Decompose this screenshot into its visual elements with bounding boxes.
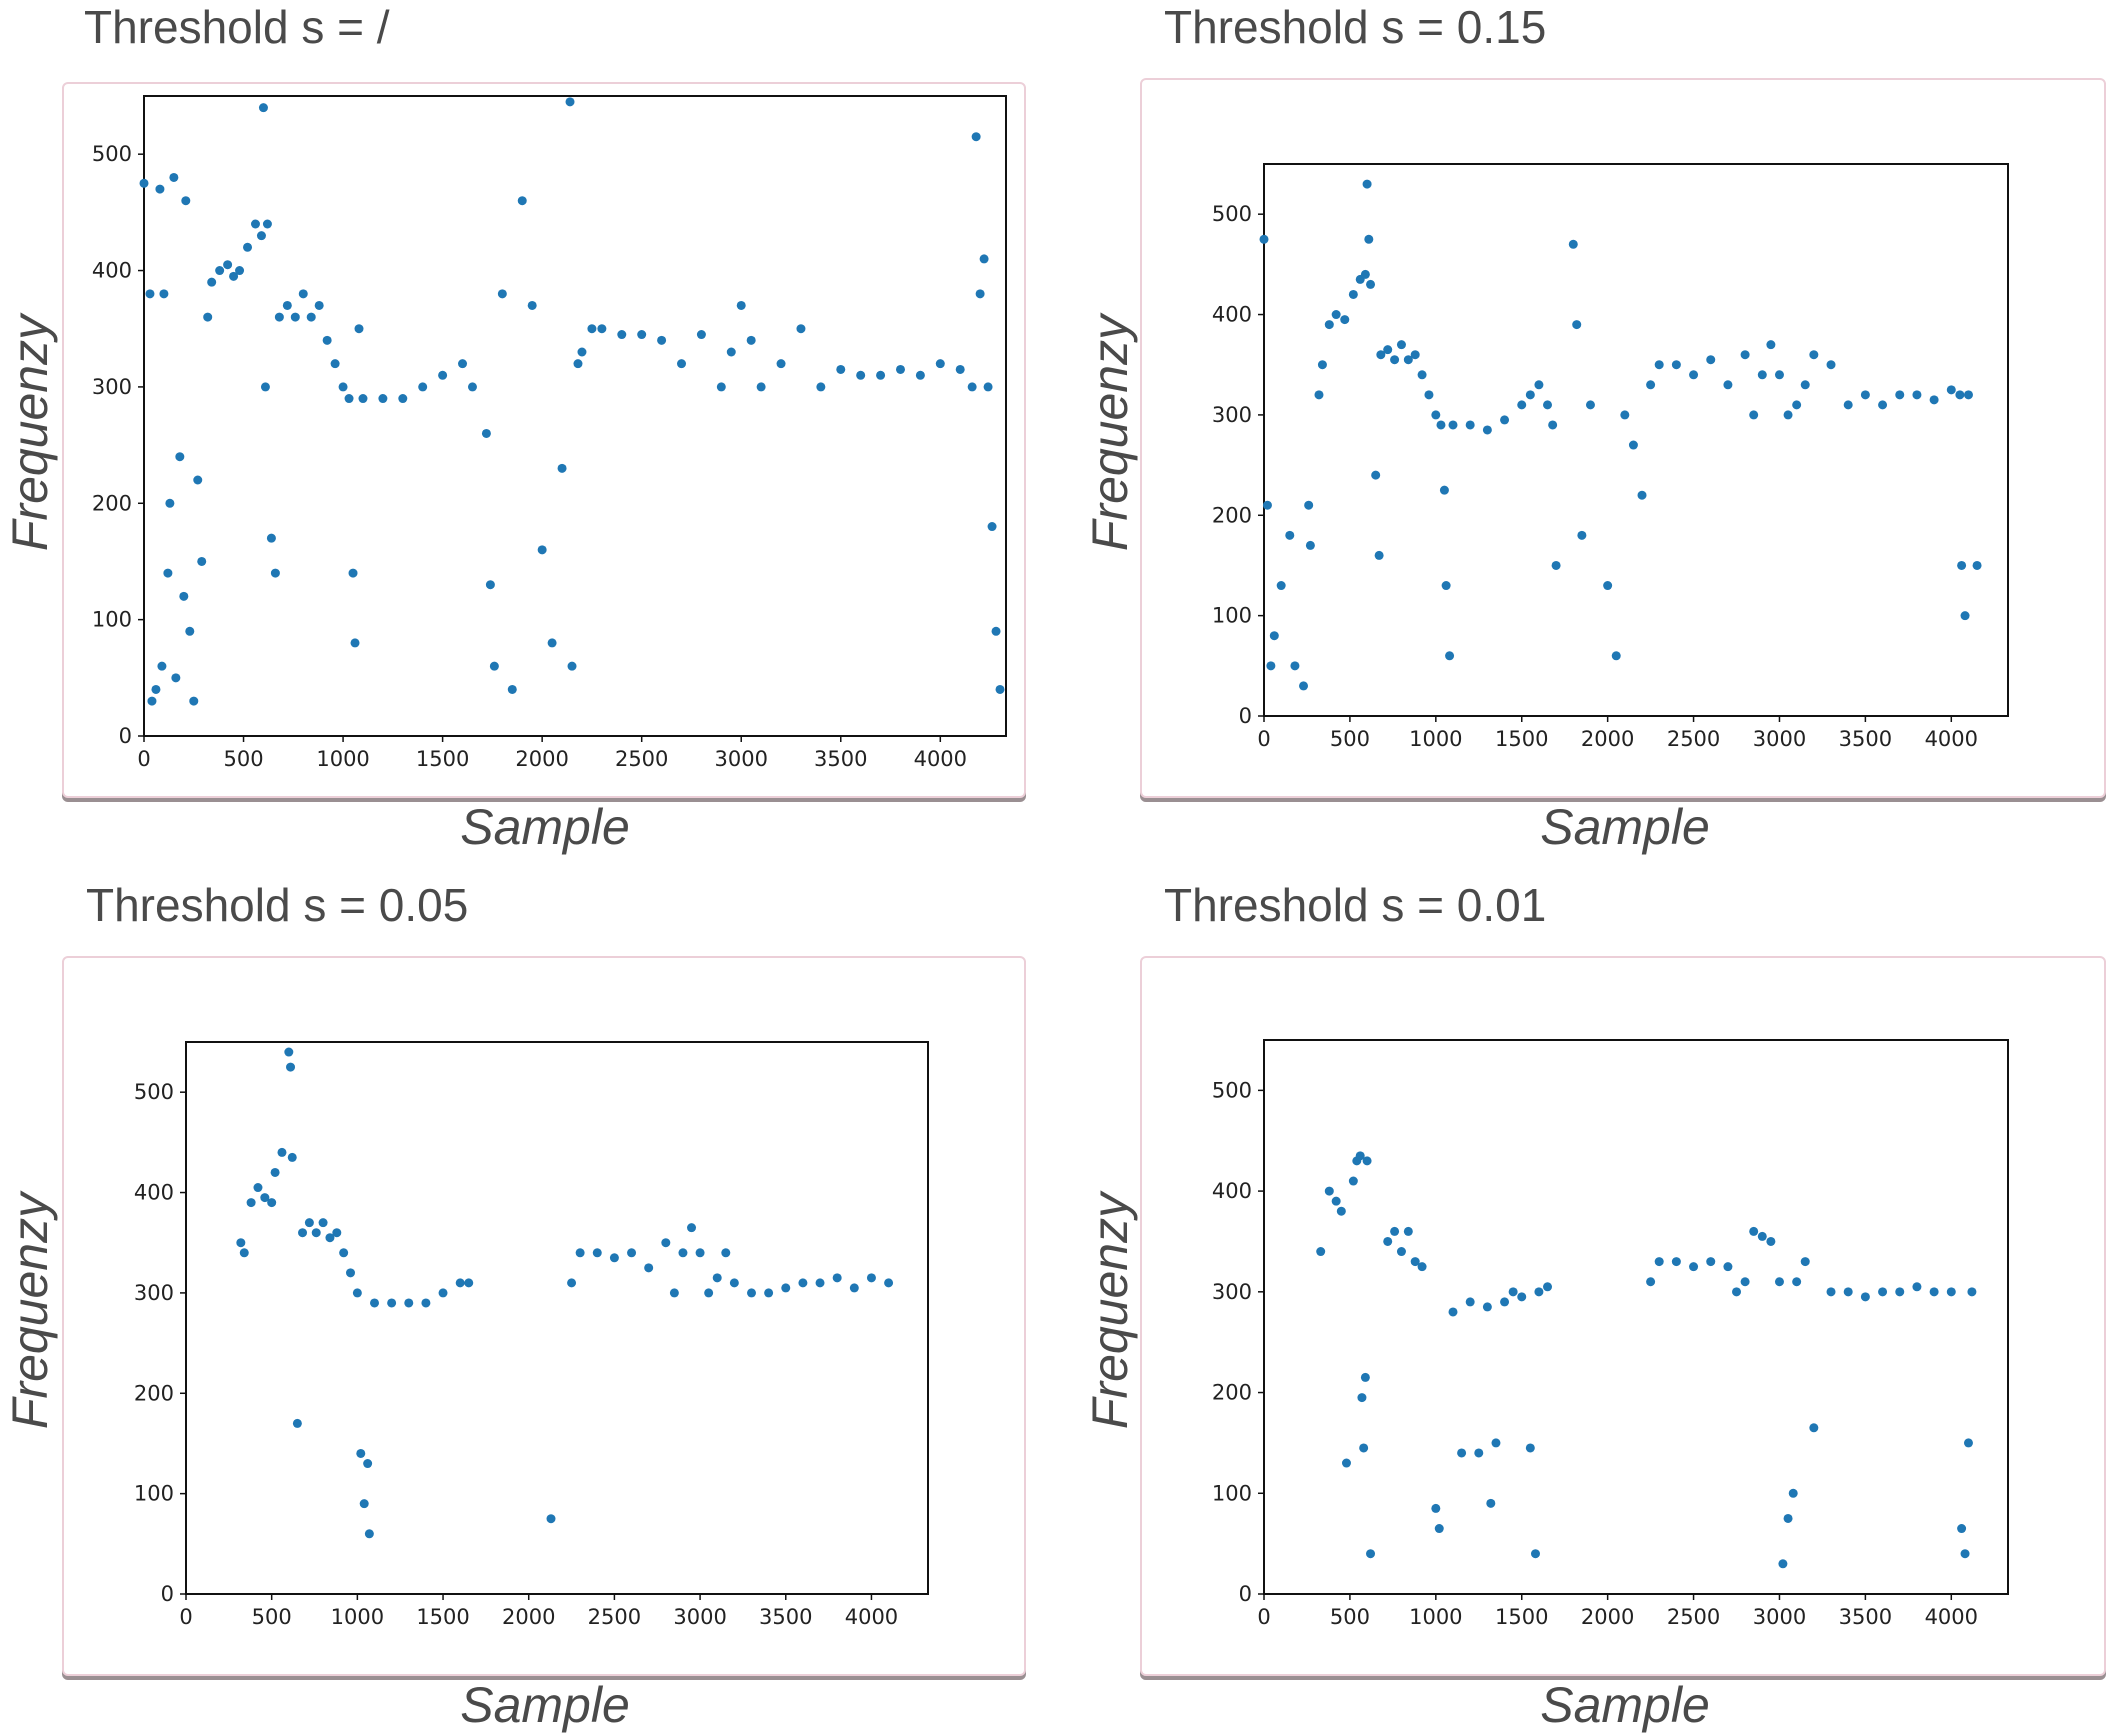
y-axis-label: Frequenzy <box>2 314 58 552</box>
panel-title: Threshold s = 0.01 <box>1164 879 1547 931</box>
x-axis-label: Sample <box>1540 799 1710 855</box>
chart-frame <box>62 82 1026 798</box>
panel-title: Threshold s = / <box>84 1 390 53</box>
panel-title: Threshold s = 0.05 <box>86 879 469 931</box>
y-axis-label: Frequenzy <box>2 1192 58 1430</box>
x-axis-label: Sample <box>460 1677 630 1733</box>
y-axis-label: Frequenzy <box>1082 314 1138 552</box>
x-axis-label: Sample <box>460 799 630 855</box>
chart-frame <box>1140 78 2106 798</box>
panel-title: Threshold s = 0.15 <box>1164 1 1547 53</box>
y-axis-label: Frequenzy <box>1082 1192 1138 1430</box>
x-axis-label: Sample <box>1540 1677 1710 1733</box>
chart-frame <box>62 956 1026 1676</box>
chart-frame <box>1140 956 2106 1676</box>
